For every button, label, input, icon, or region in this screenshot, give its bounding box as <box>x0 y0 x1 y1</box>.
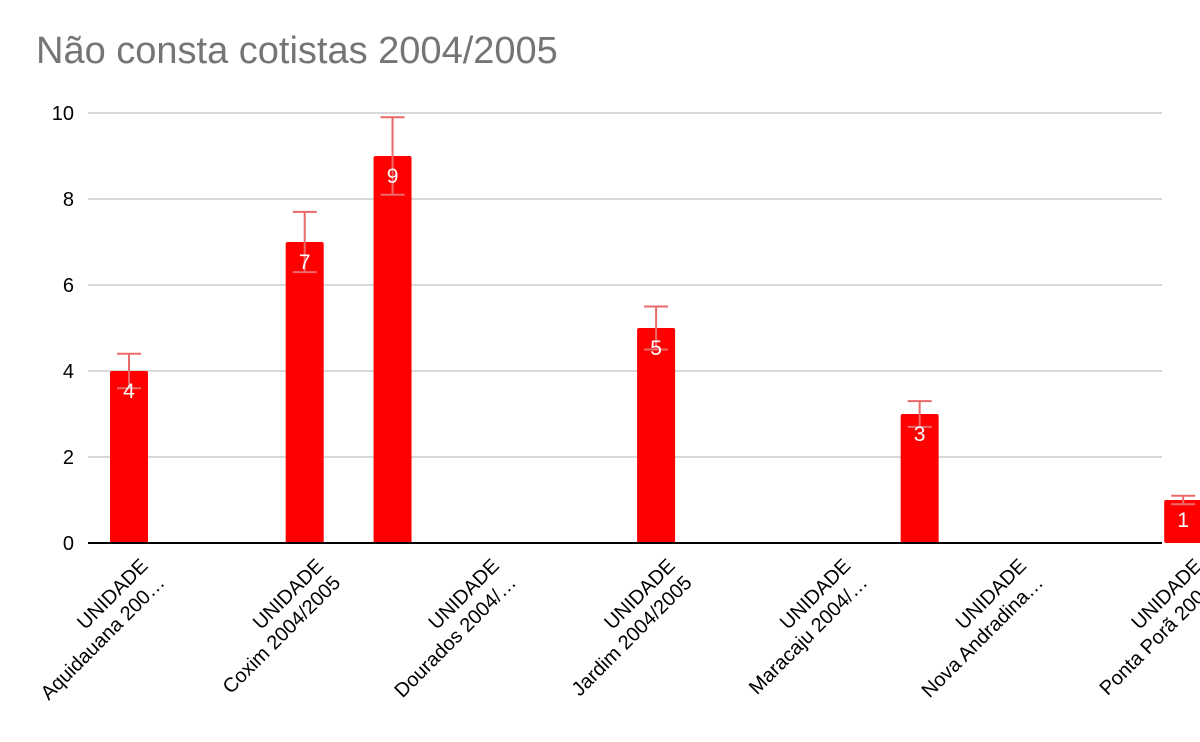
bar <box>373 156 412 543</box>
error-bar <box>117 352 141 390</box>
y-tick-label: 4 <box>63 361 74 383</box>
y-tick-label: 8 <box>63 189 74 211</box>
bars <box>110 156 1200 543</box>
bar <box>1164 500 1200 543</box>
data-labels: 4 7 9 5 3 1 <box>123 165 1189 532</box>
error-bar <box>1171 494 1196 506</box>
error-bar <box>292 210 317 274</box>
gridlines <box>88 112 1162 458</box>
data-label: 9 <box>387 165 399 188</box>
data-label: 1 <box>1177 509 1189 532</box>
error-bar <box>644 305 669 351</box>
y-tick-label: 2 <box>63 447 74 469</box>
error-bar <box>380 116 405 196</box>
bar <box>637 328 676 543</box>
bar <box>900 414 939 543</box>
data-label: 5 <box>650 337 662 360</box>
chart-title: Não consta cotistas 2004/2005 <box>36 30 558 72</box>
data-label: 7 <box>299 251 311 274</box>
y-tick-label: 0 <box>63 533 74 555</box>
y-tick-label: 6 <box>63 275 74 297</box>
error-bar <box>907 400 932 428</box>
bar <box>285 242 324 543</box>
data-label: 3 <box>914 423 926 446</box>
y-tick-label: 10 <box>52 103 74 125</box>
bar <box>110 371 148 543</box>
data-label: 4 <box>123 380 135 403</box>
y-axis-tick-labels: 0 2 4 6 8 10 <box>52 103 74 555</box>
error-bars <box>117 116 1196 506</box>
